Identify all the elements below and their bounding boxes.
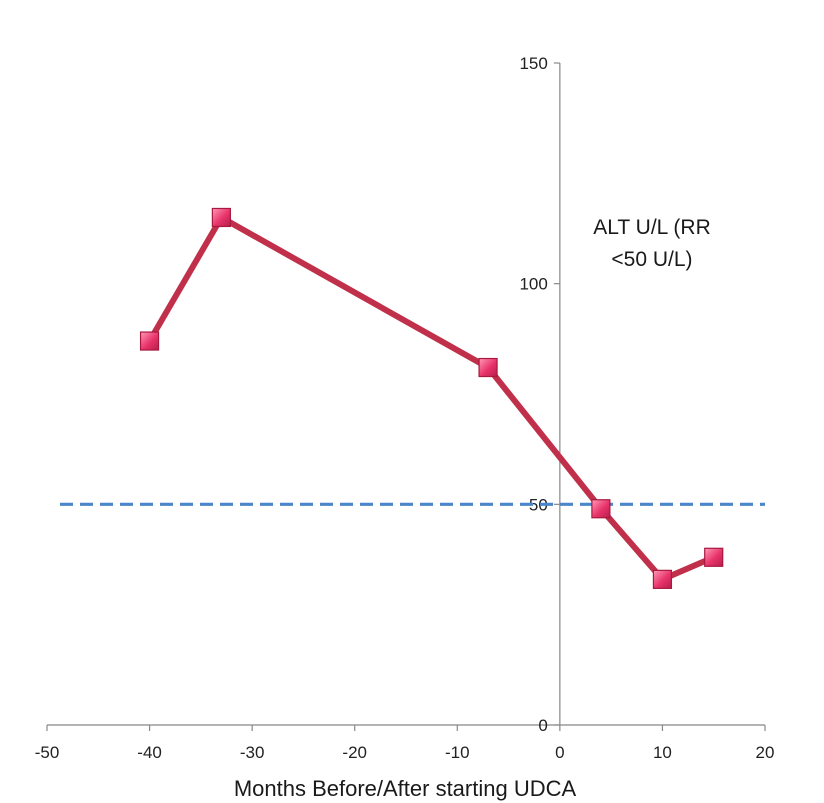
x-tick-label: -30 [240, 743, 265, 762]
x-tick-label: 10 [653, 743, 672, 762]
data-point-marker [591, 499, 611, 519]
x-tick-label: -20 [342, 743, 367, 762]
data-point-marker [139, 331, 160, 351]
y-axis-label-line-2: <50 U/L) [611, 248, 692, 271]
y-tick-label: 150 [519, 54, 547, 73]
data-point-marker [652, 569, 673, 589]
labels-group: ALT U/L (RR <50 U/L) Months Before/After… [234, 216, 711, 801]
y-axis-label-line-1: ALT U/L (RR [593, 216, 710, 239]
data-point-marker [211, 207, 231, 228]
x-axis-title: Months Before/After starting UDCA [234, 776, 577, 801]
x-tick-label: -10 [445, 743, 470, 762]
series-group [139, 207, 724, 589]
x-tick-label: 20 [756, 743, 775, 762]
data-point-marker [704, 547, 724, 567]
data-point-marker [478, 357, 498, 378]
y-tick-label: 50 [529, 495, 548, 514]
x-tick-label: -40 [137, 743, 162, 762]
axes: -50 -40 -30 -20 -10 0 10 20 0 50 100 150 [35, 54, 775, 762]
y-tick-label: 100 [519, 275, 547, 294]
series-line [146, 214, 717, 583]
x-tick-label: -50 [35, 743, 60, 762]
x-tick-label: 0 [555, 743, 564, 762]
y-tick-label: 0 [538, 716, 547, 735]
